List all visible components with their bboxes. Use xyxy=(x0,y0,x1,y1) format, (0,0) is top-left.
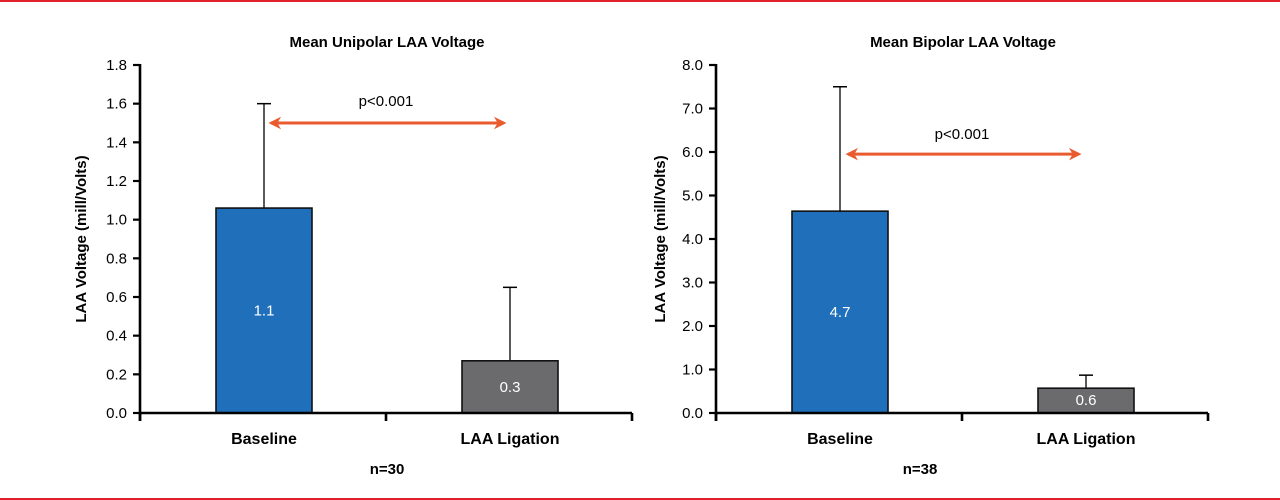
sample-size-label: n=30 xyxy=(370,461,405,478)
sample-size-label: n=38 xyxy=(903,461,938,478)
y-tick-label: 1.0 xyxy=(106,212,127,229)
y-tick-label: 1.6 xyxy=(106,96,127,113)
x-tick-label-baseline: Baseline xyxy=(807,431,873,448)
top-border-rule xyxy=(0,0,1280,2)
chart-title: Mean Unipolar LAA Voltage xyxy=(289,34,484,51)
y-tick-label: 3.0 xyxy=(682,275,703,292)
y-tick-label: 0.0 xyxy=(682,405,703,422)
y-tick-label: 5.0 xyxy=(682,188,703,205)
bars: 1.1 0.3 xyxy=(215,102,559,414)
chart-title: Mean Bipolar LAA Voltage xyxy=(870,34,1056,51)
y-tick-label: 2.0 xyxy=(682,318,703,335)
y-tick-label: 0.6 xyxy=(106,289,127,306)
bipolar-chart: Mean Bipolar LAA Voltage LAA Voltage (mi… xyxy=(652,34,1210,478)
x-tick-label-laa-ligation: LAA Ligation xyxy=(1037,431,1136,448)
x-ticks xyxy=(714,413,1210,421)
y-ticks: 0.0 0.2 0.4 0.6 0.8 1.0 1.2 1.4 1.6 1.8 xyxy=(106,57,140,422)
y-tick-label: 4.0 xyxy=(682,231,703,248)
bar-baseline xyxy=(791,210,889,414)
unipolar-chart: Mean Unipolar LAA Voltage LAA Voltage (m… xyxy=(73,34,634,478)
bar-data-label: 0.6 xyxy=(1076,392,1097,409)
y-tick-label: 6.0 xyxy=(682,144,703,161)
y-tick-label: 1.4 xyxy=(106,134,127,151)
bar-data-label: 1.1 xyxy=(254,303,275,320)
y-tick-label: 1.8 xyxy=(106,57,127,74)
y-axis-label: LAA Voltage (mill/Volts) xyxy=(73,155,90,322)
bar-baseline xyxy=(215,207,313,414)
bar-data-label: 0.3 xyxy=(500,379,521,396)
y-axis-label: LAA Voltage (mill/Volts) xyxy=(652,155,669,322)
bottom-border-rule xyxy=(0,498,1280,500)
p-value-annotation: p<0.001 xyxy=(359,93,414,110)
y-ticks: 0.0 1.0 2.0 3.0 4.0 5.0 6.0 7.0 8.0 xyxy=(682,57,716,422)
y-tick-label: 1.2 xyxy=(106,173,127,190)
p-value-annotation: p<0.001 xyxy=(935,126,990,143)
y-tick-label: 0.2 xyxy=(106,366,127,383)
bar-laa-ligation xyxy=(1037,387,1135,414)
y-tick-label: 1.0 xyxy=(682,362,703,379)
y-tick-label: 7.0 xyxy=(682,101,703,118)
x-ticks xyxy=(138,413,634,421)
y-tick-label: 8.0 xyxy=(682,57,703,74)
x-tick-label-laa-ligation: LAA Ligation xyxy=(461,431,560,448)
bars: 4.7 0.6 xyxy=(791,86,1135,414)
y-tick-label: 0.0 xyxy=(106,405,127,422)
y-tick-label: 0.8 xyxy=(106,250,127,267)
y-tick-label: 0.4 xyxy=(106,328,127,345)
bar-data-label: 4.7 xyxy=(830,304,851,321)
x-tick-label-baseline: Baseline xyxy=(231,431,297,448)
